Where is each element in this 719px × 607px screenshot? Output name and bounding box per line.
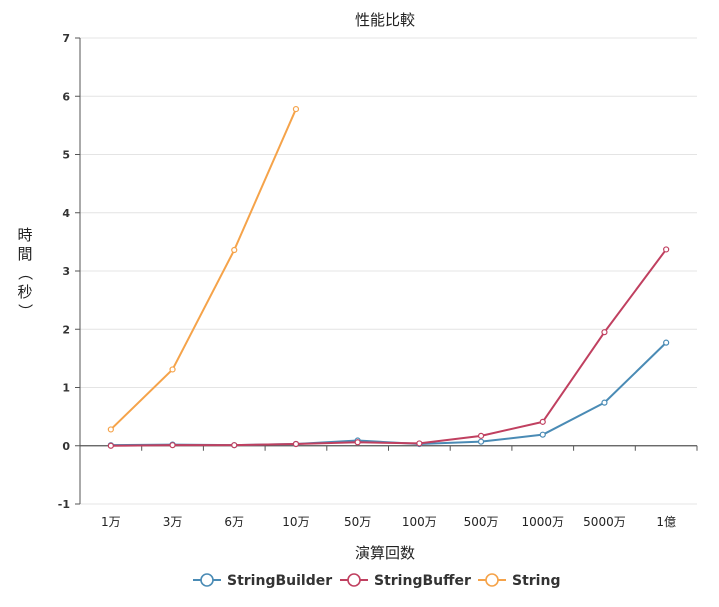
y-tick-label: 7 <box>62 32 70 45</box>
x-tick-label: 500万 <box>464 515 499 529</box>
legend-label: StringBuilder <box>227 573 332 589</box>
data-point <box>416 440 423 447</box>
x-tick-label: 1万 <box>101 515 121 529</box>
legend-item: String <box>478 573 560 589</box>
data-point <box>292 440 300 448</box>
series-StringBuilder <box>107 339 670 449</box>
grid <box>80 37 697 505</box>
x-tick-label: 6万 <box>224 515 244 529</box>
data-point <box>107 426 114 433</box>
legend-item: StringBuffer <box>340 573 471 589</box>
legend-marker <box>347 573 361 587</box>
legend-label: StringBuffer <box>374 573 471 589</box>
data-point <box>601 399 608 406</box>
data-point <box>231 442 238 449</box>
x-tick-label: 5000万 <box>583 515 626 529</box>
x-tick-label: 1億 <box>656 515 676 529</box>
legend-marker <box>485 573 499 587</box>
y-axis-label: 時間 （ 秒 ） <box>16 226 34 319</box>
series-String <box>107 105 300 433</box>
y-tick-label: 4 <box>62 207 70 220</box>
series-lines <box>107 105 670 449</box>
legend-marker <box>200 573 214 587</box>
y-axis-label-char: 時 <box>17 226 32 244</box>
legend-item: StringBuilder <box>193 573 332 589</box>
y-tick-label: 3 <box>62 265 70 278</box>
data-point <box>663 339 670 346</box>
data-point <box>663 246 670 253</box>
y-tick-label: 6 <box>62 90 70 103</box>
y-axis-label-char: ） <box>16 303 34 318</box>
y-tick-label: 2 <box>62 323 70 336</box>
series-StringBuffer <box>107 246 670 449</box>
x-tick-label: 50万 <box>344 515 371 529</box>
x-tick-label: 10万 <box>282 515 309 529</box>
data-point <box>477 432 485 439</box>
chart-title: 性能比較 <box>355 11 415 29</box>
data-point <box>539 431 546 438</box>
y-tick-label: 5 <box>62 149 70 162</box>
x-tick-label: 1000万 <box>521 515 564 529</box>
y-tick-label: 1 <box>62 382 70 395</box>
data-point <box>354 439 361 446</box>
series-line <box>110 341 667 447</box>
y-tick-label: -1 <box>58 498 70 511</box>
x-axis-label: 演算回数 <box>355 544 415 562</box>
x-tick-label: 100万 <box>402 515 437 529</box>
y-tick-label: 0 <box>62 440 70 453</box>
y-axis-label-char: 間 <box>17 245 32 263</box>
y-axis-label-char: 秒 <box>17 283 32 301</box>
data-point <box>169 366 176 373</box>
data-point <box>231 246 238 254</box>
y-axis-label-char: （ <box>16 265 34 280</box>
series-line <box>110 108 297 431</box>
legend-label: String <box>512 573 560 589</box>
x-tick-label: 3万 <box>163 515 183 529</box>
data-point <box>169 442 176 449</box>
data-point <box>292 105 300 113</box>
data-point <box>539 418 546 425</box>
data-point <box>107 442 114 449</box>
data-point <box>477 438 485 445</box>
data-point <box>601 329 608 336</box>
axes: -1 0 1 2 3 4 5 6 7 1万 3万 6万 10万 50万 100万 500万 1000万 5000万… <box>58 32 698 529</box>
legend: StringBuilder StringBuffer String <box>193 573 560 589</box>
series-line <box>110 248 667 447</box>
